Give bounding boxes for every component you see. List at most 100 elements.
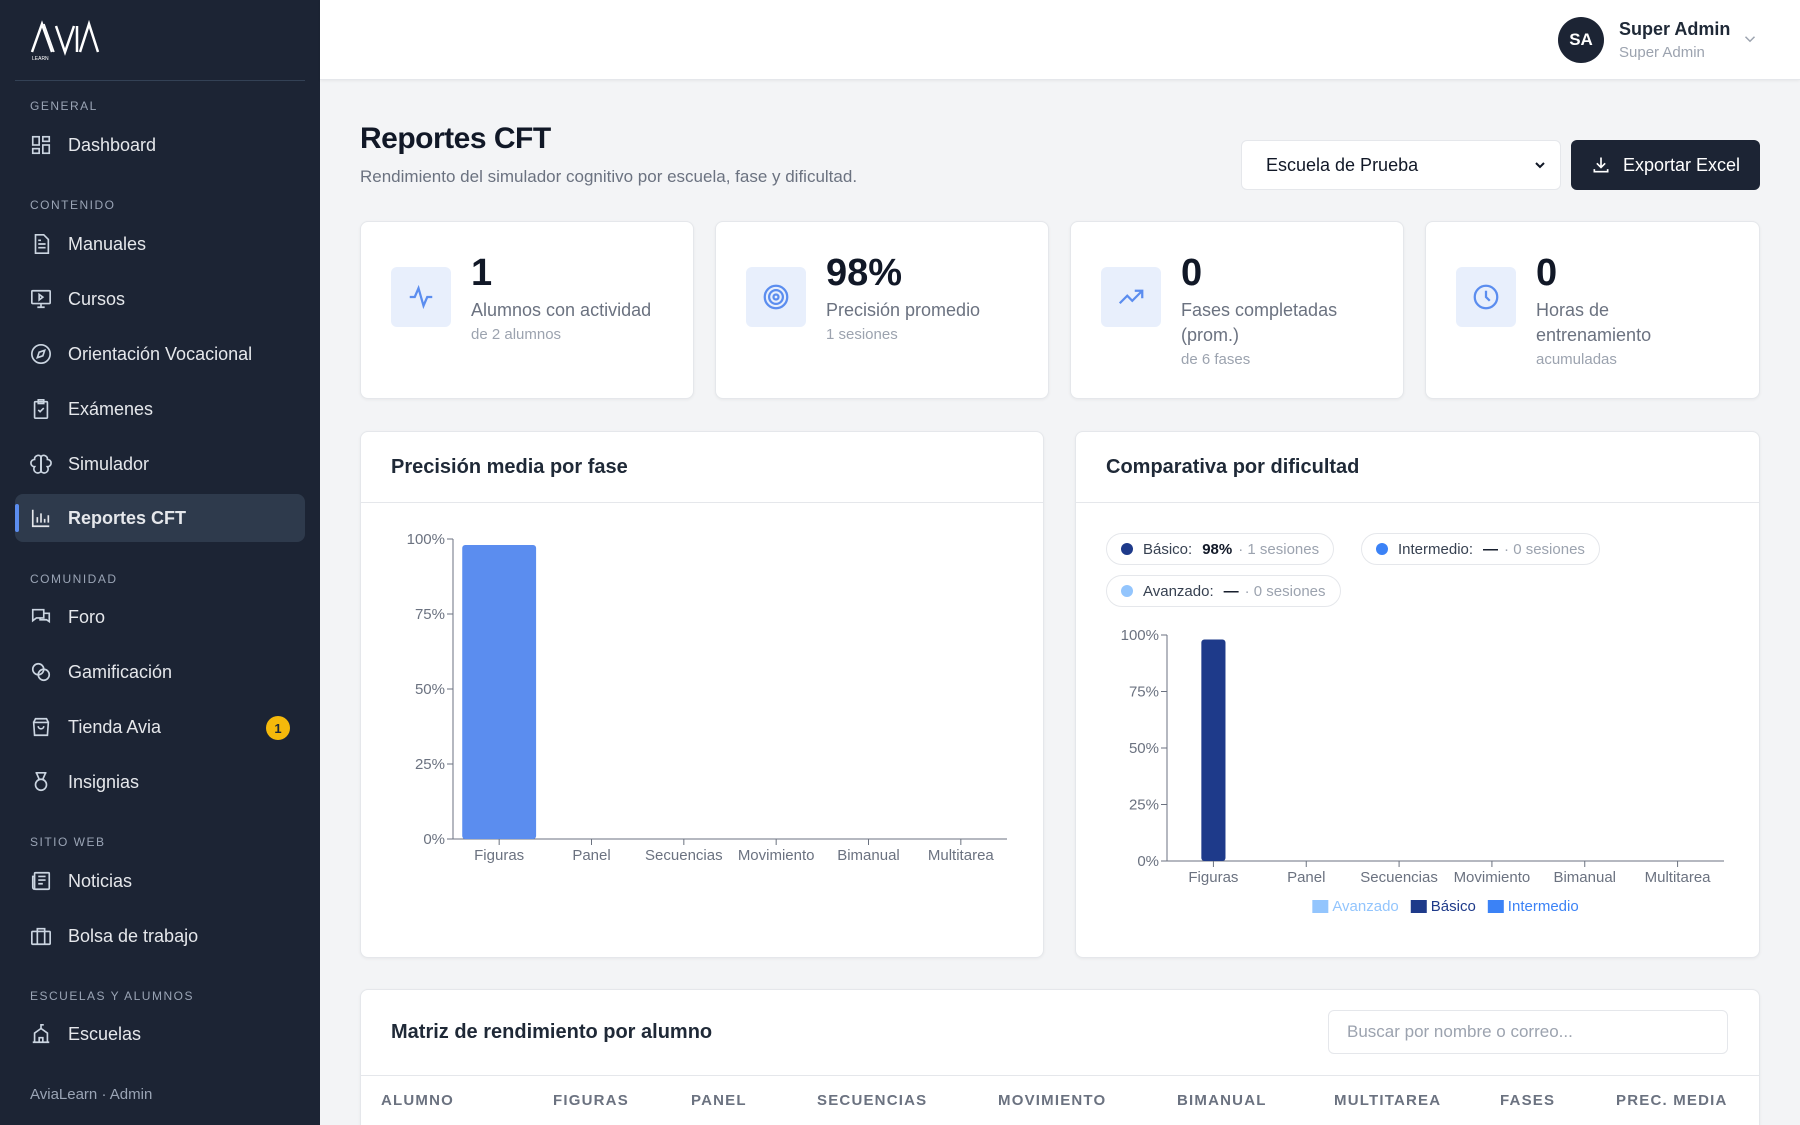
difficulty-comparison-chart: 0% 25% 50% 75% 100% Figuras Panel Secuencias Mov…	[1121, 627, 1724, 915]
presentation-icon	[30, 288, 52, 310]
sidebar-item-manuales[interactable]: Manuales	[15, 220, 305, 268]
phase-chart-title: Precisión media por fase	[391, 456, 628, 478]
sidebar-item-label: Foro	[68, 606, 106, 627]
stat-sub: de 2 alumnos	[471, 326, 562, 343]
column-header[interactable]: BIMANUAL	[1177, 1092, 1267, 1109]
user-name[interactable]: Super Admin	[1619, 19, 1731, 39]
sidebar: LEARN GENERAL Dashboard CONTENIDO Manual…	[0, 0, 320, 1125]
sidebar-item-cursos[interactable]: Cursos	[15, 275, 305, 323]
bar	[1201, 639, 1226, 861]
phase-chart-card: Precisión media por fase 0% 25% 50% 75% 100%…	[360, 431, 1044, 958]
legend-item: Avanzado	[1312, 898, 1399, 915]
x-tick-label: Movimiento	[738, 847, 815, 864]
school-select[interactable]: Escuela de Prueba	[1241, 140, 1561, 190]
column-header[interactable]: PANEL	[691, 1092, 747, 1109]
y-tick-label: 50%	[1129, 740, 1159, 757]
x-tick-label: Multitarea	[1645, 869, 1712, 886]
pill-label: Avanzado:	[1143, 582, 1214, 600]
sidebar-item-label: Bolsa de trabajo	[68, 925, 199, 946]
legend-swatch	[1312, 900, 1329, 913]
legend-dot	[1121, 543, 1133, 555]
x-tick-label: Panel	[572, 847, 610, 864]
sidebar-item-orientacion[interactable]: Orientación Vocacional	[15, 330, 305, 378]
stat-card-precision: 98% Precisión promedio 1 sesiones	[715, 221, 1049, 399]
x-tick-label: Secuencias	[645, 847, 723, 864]
coins-icon	[30, 661, 52, 683]
shopping-bag-icon	[30, 716, 52, 738]
topbar	[320, 0, 1800, 80]
bar	[462, 545, 537, 839]
avia-logo[interactable]: LEARN	[30, 18, 100, 62]
column-header[interactable]: FIGURAS	[553, 1092, 629, 1109]
legend-swatch	[1487, 900, 1504, 913]
stat-sub: 1 sesiones	[826, 326, 898, 343]
sidebar-item-noticias[interactable]: Noticias	[15, 857, 305, 905]
stat-value: 0	[1536, 252, 1558, 294]
section-label-comunidad: COMUNIDAD	[30, 572, 118, 586]
column-header[interactable]: SECUENCIAS	[817, 1092, 928, 1109]
search-input[interactable]	[1328, 1010, 1728, 1054]
sidebar-item-examenes[interactable]: Exámenes	[15, 385, 305, 433]
sidebar-item-label: Gamificación	[68, 661, 173, 682]
column-header[interactable]: MOVIMIENTO	[998, 1092, 1107, 1109]
difficulty-pill-basico: Básico: 98% · 1 sesiones	[1106, 533, 1335, 565]
school-icon	[30, 1023, 52, 1045]
legend-dot	[1121, 585, 1133, 597]
section-label-sitio-web: SITIO WEB	[30, 835, 106, 849]
difficulty-pill-intermedio: Intermedio: — · 0 sesiones	[1361, 533, 1600, 565]
export-excel-label: Exportar Excel	[1622, 154, 1741, 175]
column-header[interactable]: FASES	[1500, 1092, 1556, 1109]
stat-sub: de 6 fases	[1181, 351, 1251, 368]
legend-label: Intermedio	[1508, 898, 1579, 915]
section-label-escuelas: ESCUELAS Y ALUMNOS	[30, 989, 194, 1003]
section-label-general: GENERAL	[30, 99, 98, 113]
sidebar-item-escuelas[interactable]: Escuelas	[15, 1010, 305, 1058]
chevron-down-icon[interactable]	[1741, 30, 1759, 48]
newspaper-icon	[30, 870, 52, 892]
pill-value: —	[1483, 540, 1499, 558]
y-tick-label: 25%	[1129, 797, 1159, 814]
pill-sessions: · 0 sesiones	[1504, 540, 1585, 558]
sidebar-item-tienda[interactable]: Tienda Avia 1	[15, 703, 305, 751]
sidebar-item-gamificacion[interactable]: Gamificación	[15, 648, 305, 696]
bar-chart-icon	[30, 507, 52, 529]
x-tick-label: Bimanual	[1553, 869, 1616, 886]
column-header[interactable]: ALUMNO	[381, 1092, 455, 1109]
sidebar-item-reportes[interactable]: Reportes CFT	[15, 494, 305, 542]
difficulty-pill-avanzado: Avanzado: — · 0 sesiones	[1106, 575, 1341, 607]
column-header[interactable]: PREC. MEDIA	[1616, 1092, 1728, 1109]
sidebar-item-bolsa[interactable]: Bolsa de trabajo	[15, 912, 305, 960]
sidebar-item-dashboard[interactable]: Dashboard	[15, 121, 305, 169]
pill-label: Intermedio:	[1398, 540, 1474, 558]
chat-icon	[30, 606, 52, 628]
briefcase-icon	[30, 925, 52, 947]
card-divider	[361, 502, 1043, 503]
y-tick-label: 100%	[407, 531, 445, 548]
sidebar-item-insignias[interactable]: Insignias	[15, 758, 305, 806]
export-excel-button[interactable]: Exportar Excel	[1571, 140, 1760, 190]
y-tick-label: 0%	[423, 831, 445, 848]
stat-label: Alumnos con actividad	[471, 300, 652, 320]
legend-label: Avanzado	[1332, 898, 1398, 915]
school-select-value: Escuela de Prueba	[1266, 154, 1419, 175]
phase-precision-chart: 0% 25% 50% 75% 100% Figuras Panel Secuencias Mov…	[407, 531, 1007, 864]
sidebar-item-foro[interactable]: Foro	[15, 593, 305, 641]
y-tick-label: 0%	[1137, 853, 1159, 870]
legend-item: Básico	[1410, 898, 1476, 915]
x-tick-label: Panel	[1287, 869, 1325, 886]
column-header[interactable]: MULTITAREA	[1334, 1092, 1442, 1109]
x-tick-label: Bimanual	[837, 847, 900, 864]
sidebar-item-simulador[interactable]: Simulador	[15, 440, 305, 488]
stat-value: 0	[1181, 252, 1203, 294]
matrix-title: Matriz de rendimiento por alumno	[391, 1021, 713, 1043]
y-tick-label: 100%	[1121, 627, 1159, 644]
stat-label: Precisión promedio	[826, 300, 981, 320]
sidebar-item-label: Manuales	[68, 233, 147, 254]
stat-card-students: 1 Alumnos con actividad de 2 alumnos	[360, 221, 694, 399]
avatar[interactable]: SA	[1558, 17, 1604, 63]
sidebar-item-label: Simulador	[68, 453, 150, 474]
page-title: Reportes CFT	[360, 122, 551, 155]
sidebar-item-label: Exámenes	[68, 398, 154, 419]
download-icon	[1593, 157, 1609, 173]
brain-icon	[30, 453, 52, 475]
